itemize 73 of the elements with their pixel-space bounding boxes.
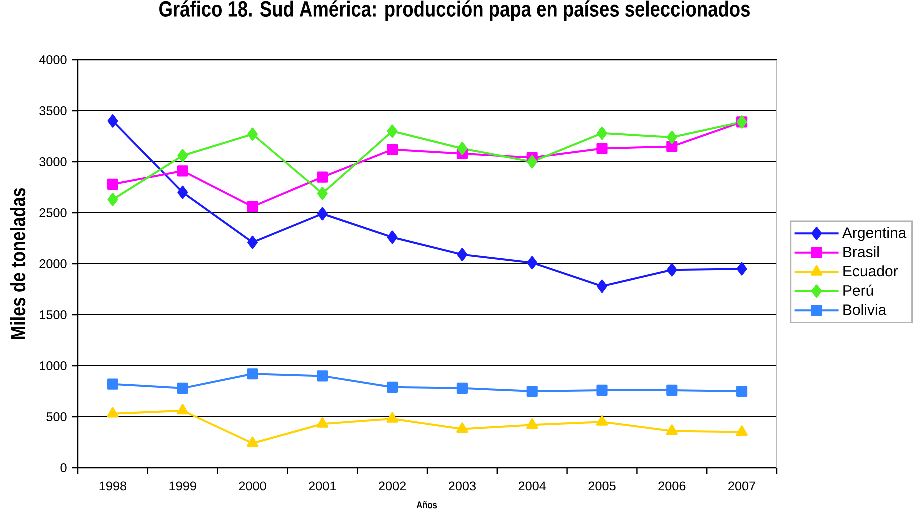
point bbox=[317, 207, 328, 221]
point bbox=[248, 236, 258, 250]
point bbox=[457, 248, 468, 262]
point bbox=[386, 412, 398, 423]
y-tick-label: 0 bbox=[60, 464, 67, 472]
point bbox=[736, 262, 748, 276]
point bbox=[456, 422, 468, 434]
point bbox=[666, 264, 678, 277]
x-tick-label: 2000 bbox=[239, 482, 266, 491]
point bbox=[666, 384, 678, 396]
x-axis-title: Años bbox=[416, 501, 438, 509]
legend-label: Argentina bbox=[842, 227, 907, 242]
point bbox=[527, 256, 538, 270]
point bbox=[177, 166, 188, 177]
point bbox=[248, 128, 258, 142]
point bbox=[597, 280, 608, 294]
legend-label: Perú bbox=[844, 284, 874, 296]
point bbox=[107, 407, 119, 418]
point bbox=[247, 201, 258, 212]
x-tick-label: 1998 bbox=[100, 482, 126, 491]
y-tick-label: 3500 bbox=[40, 106, 67, 116]
point bbox=[178, 186, 188, 200]
x-tick-label: 2001 bbox=[309, 482, 336, 491]
y-tick-label: 500 bbox=[46, 412, 67, 422]
point bbox=[457, 142, 468, 156]
point bbox=[596, 143, 608, 154]
point bbox=[317, 187, 328, 200]
point bbox=[666, 424, 678, 436]
point bbox=[387, 230, 398, 244]
legend-label: Brasil bbox=[844, 246, 879, 258]
y-axis-title: Miles de toneladas bbox=[10, 188, 26, 340]
point bbox=[317, 172, 328, 183]
point bbox=[526, 418, 538, 429]
y-tick-label: 2500 bbox=[40, 208, 67, 218]
point bbox=[736, 386, 748, 398]
x-tick-label: 1999 bbox=[170, 482, 196, 491]
point bbox=[247, 368, 258, 380]
point bbox=[736, 426, 748, 436]
legend-label: Ecuador bbox=[844, 266, 898, 277]
y-tick-label: 1500 bbox=[40, 310, 67, 320]
point bbox=[177, 382, 188, 394]
chart-title: Gráfico 18. Sud América: producción papa en países seleccionados bbox=[160, 0, 750, 22]
x-tick-label: 2005 bbox=[588, 482, 616, 491]
x-tick-label: 2006 bbox=[658, 482, 686, 491]
point bbox=[596, 384, 608, 396]
point bbox=[596, 415, 608, 426]
point bbox=[107, 378, 118, 390]
point bbox=[527, 155, 538, 169]
point bbox=[108, 114, 118, 128]
point bbox=[316, 418, 329, 428]
point bbox=[246, 436, 259, 448]
y-tick-label: 3000 bbox=[40, 158, 67, 166]
x-tick-label: 2002 bbox=[379, 482, 406, 491]
point bbox=[387, 144, 398, 156]
point bbox=[666, 130, 678, 144]
point bbox=[317, 370, 328, 382]
y-tick-label: 2000 bbox=[40, 260, 67, 268]
point bbox=[178, 149, 188, 162]
x-tick-label: 2007 bbox=[728, 482, 756, 491]
point bbox=[526, 386, 538, 398]
point bbox=[456, 382, 468, 394]
legend-label: Bolivia bbox=[844, 304, 887, 316]
point bbox=[108, 193, 118, 206]
x-tick-label: 2004 bbox=[518, 482, 546, 491]
point bbox=[597, 126, 608, 140]
x-tick-label: 2003 bbox=[448, 482, 476, 491]
point bbox=[107, 178, 118, 190]
point bbox=[387, 124, 398, 138]
y-tick-label: 1000 bbox=[40, 362, 67, 370]
point bbox=[387, 382, 398, 393]
point bbox=[666, 141, 678, 152]
y-tick-label: 4000 bbox=[39, 56, 67, 64]
point bbox=[177, 404, 189, 415]
